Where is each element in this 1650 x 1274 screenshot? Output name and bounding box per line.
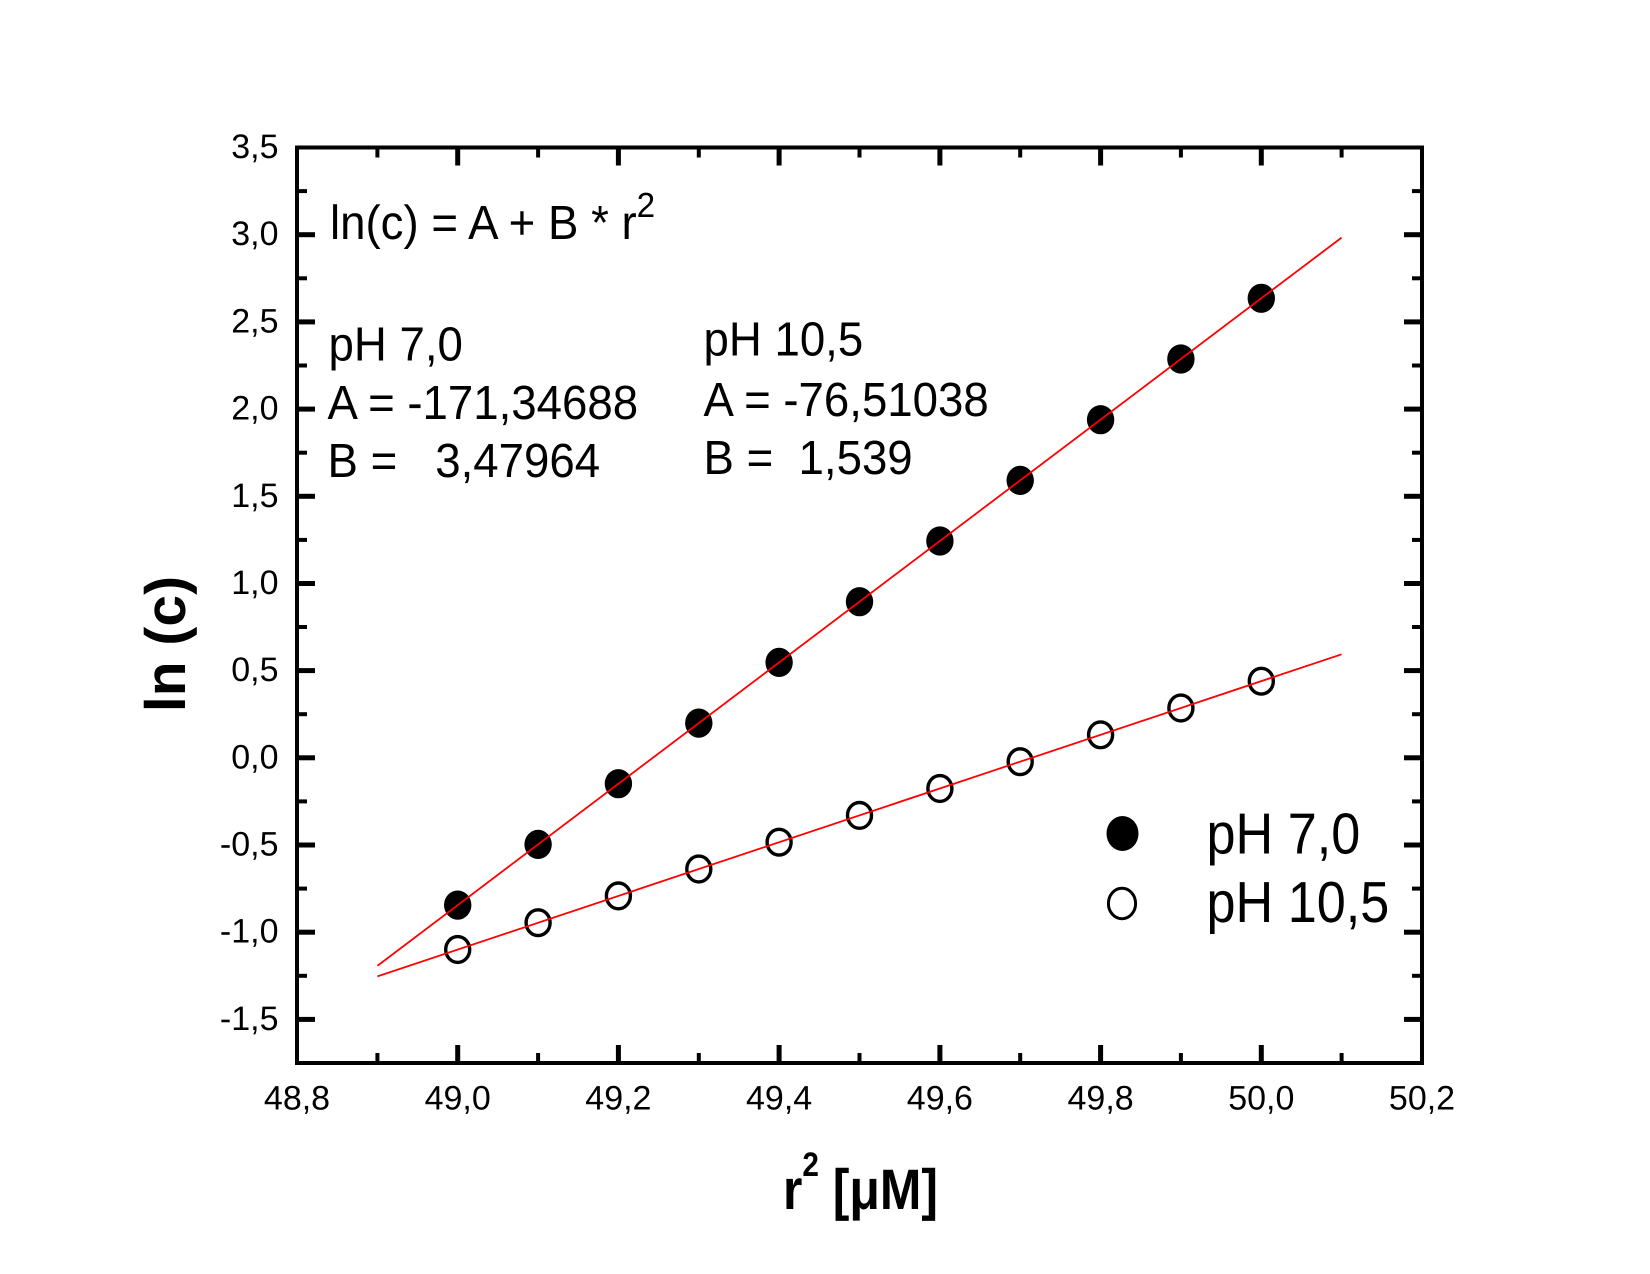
svg-text:50,0: 50,0 — [1228, 1080, 1294, 1118]
svg-text:3,5: 3,5 — [231, 128, 278, 166]
svg-text:A = -171,34688: A = -171,34688 — [328, 377, 639, 430]
svg-text:pH 10,5: pH 10,5 — [704, 314, 864, 367]
svg-text:-1,0: -1,0 — [220, 913, 279, 951]
svg-text:1,0: 1,0 — [231, 564, 278, 602]
svg-text:ln(c) = A + B * r2: ln(c) = A + B * r2 — [330, 186, 655, 250]
svg-text:pH 7,0: pH 7,0 — [329, 319, 463, 372]
svg-text:B = 1,539: B = 1,539 — [704, 432, 913, 485]
svg-text:0,5: 0,5 — [231, 651, 278, 689]
svg-text:48,8: 48,8 — [264, 1080, 330, 1118]
svg-text:A = -76,51038: A = -76,51038 — [704, 374, 989, 427]
svg-text:49,4: 49,4 — [746, 1080, 812, 1118]
svg-text:-1,5: -1,5 — [220, 1000, 279, 1038]
svg-text:2,5: 2,5 — [231, 302, 278, 340]
svg-text:1,5: 1,5 — [231, 477, 278, 515]
svg-text:50,2: 50,2 — [1389, 1080, 1455, 1118]
svg-text:49,8: 49,8 — [1068, 1080, 1134, 1118]
svg-text:-0,5: -0,5 — [220, 826, 279, 864]
svg-text:pH 7,0: pH 7,0 — [1207, 801, 1361, 866]
svg-text:0,0: 0,0 — [231, 738, 278, 776]
svg-text:49,2: 49,2 — [585, 1080, 651, 1118]
svg-text:ln (c): ln (c) — [134, 576, 198, 712]
svg-text:49,6: 49,6 — [907, 1080, 973, 1118]
svg-text:B = 3,47964: B = 3,47964 — [328, 435, 601, 488]
svg-text:2,0: 2,0 — [231, 390, 278, 428]
svg-text:49,0: 49,0 — [425, 1080, 491, 1118]
svg-text:pH 10,5: pH 10,5 — [1207, 870, 1390, 935]
svg-text:3,0: 3,0 — [231, 215, 278, 253]
